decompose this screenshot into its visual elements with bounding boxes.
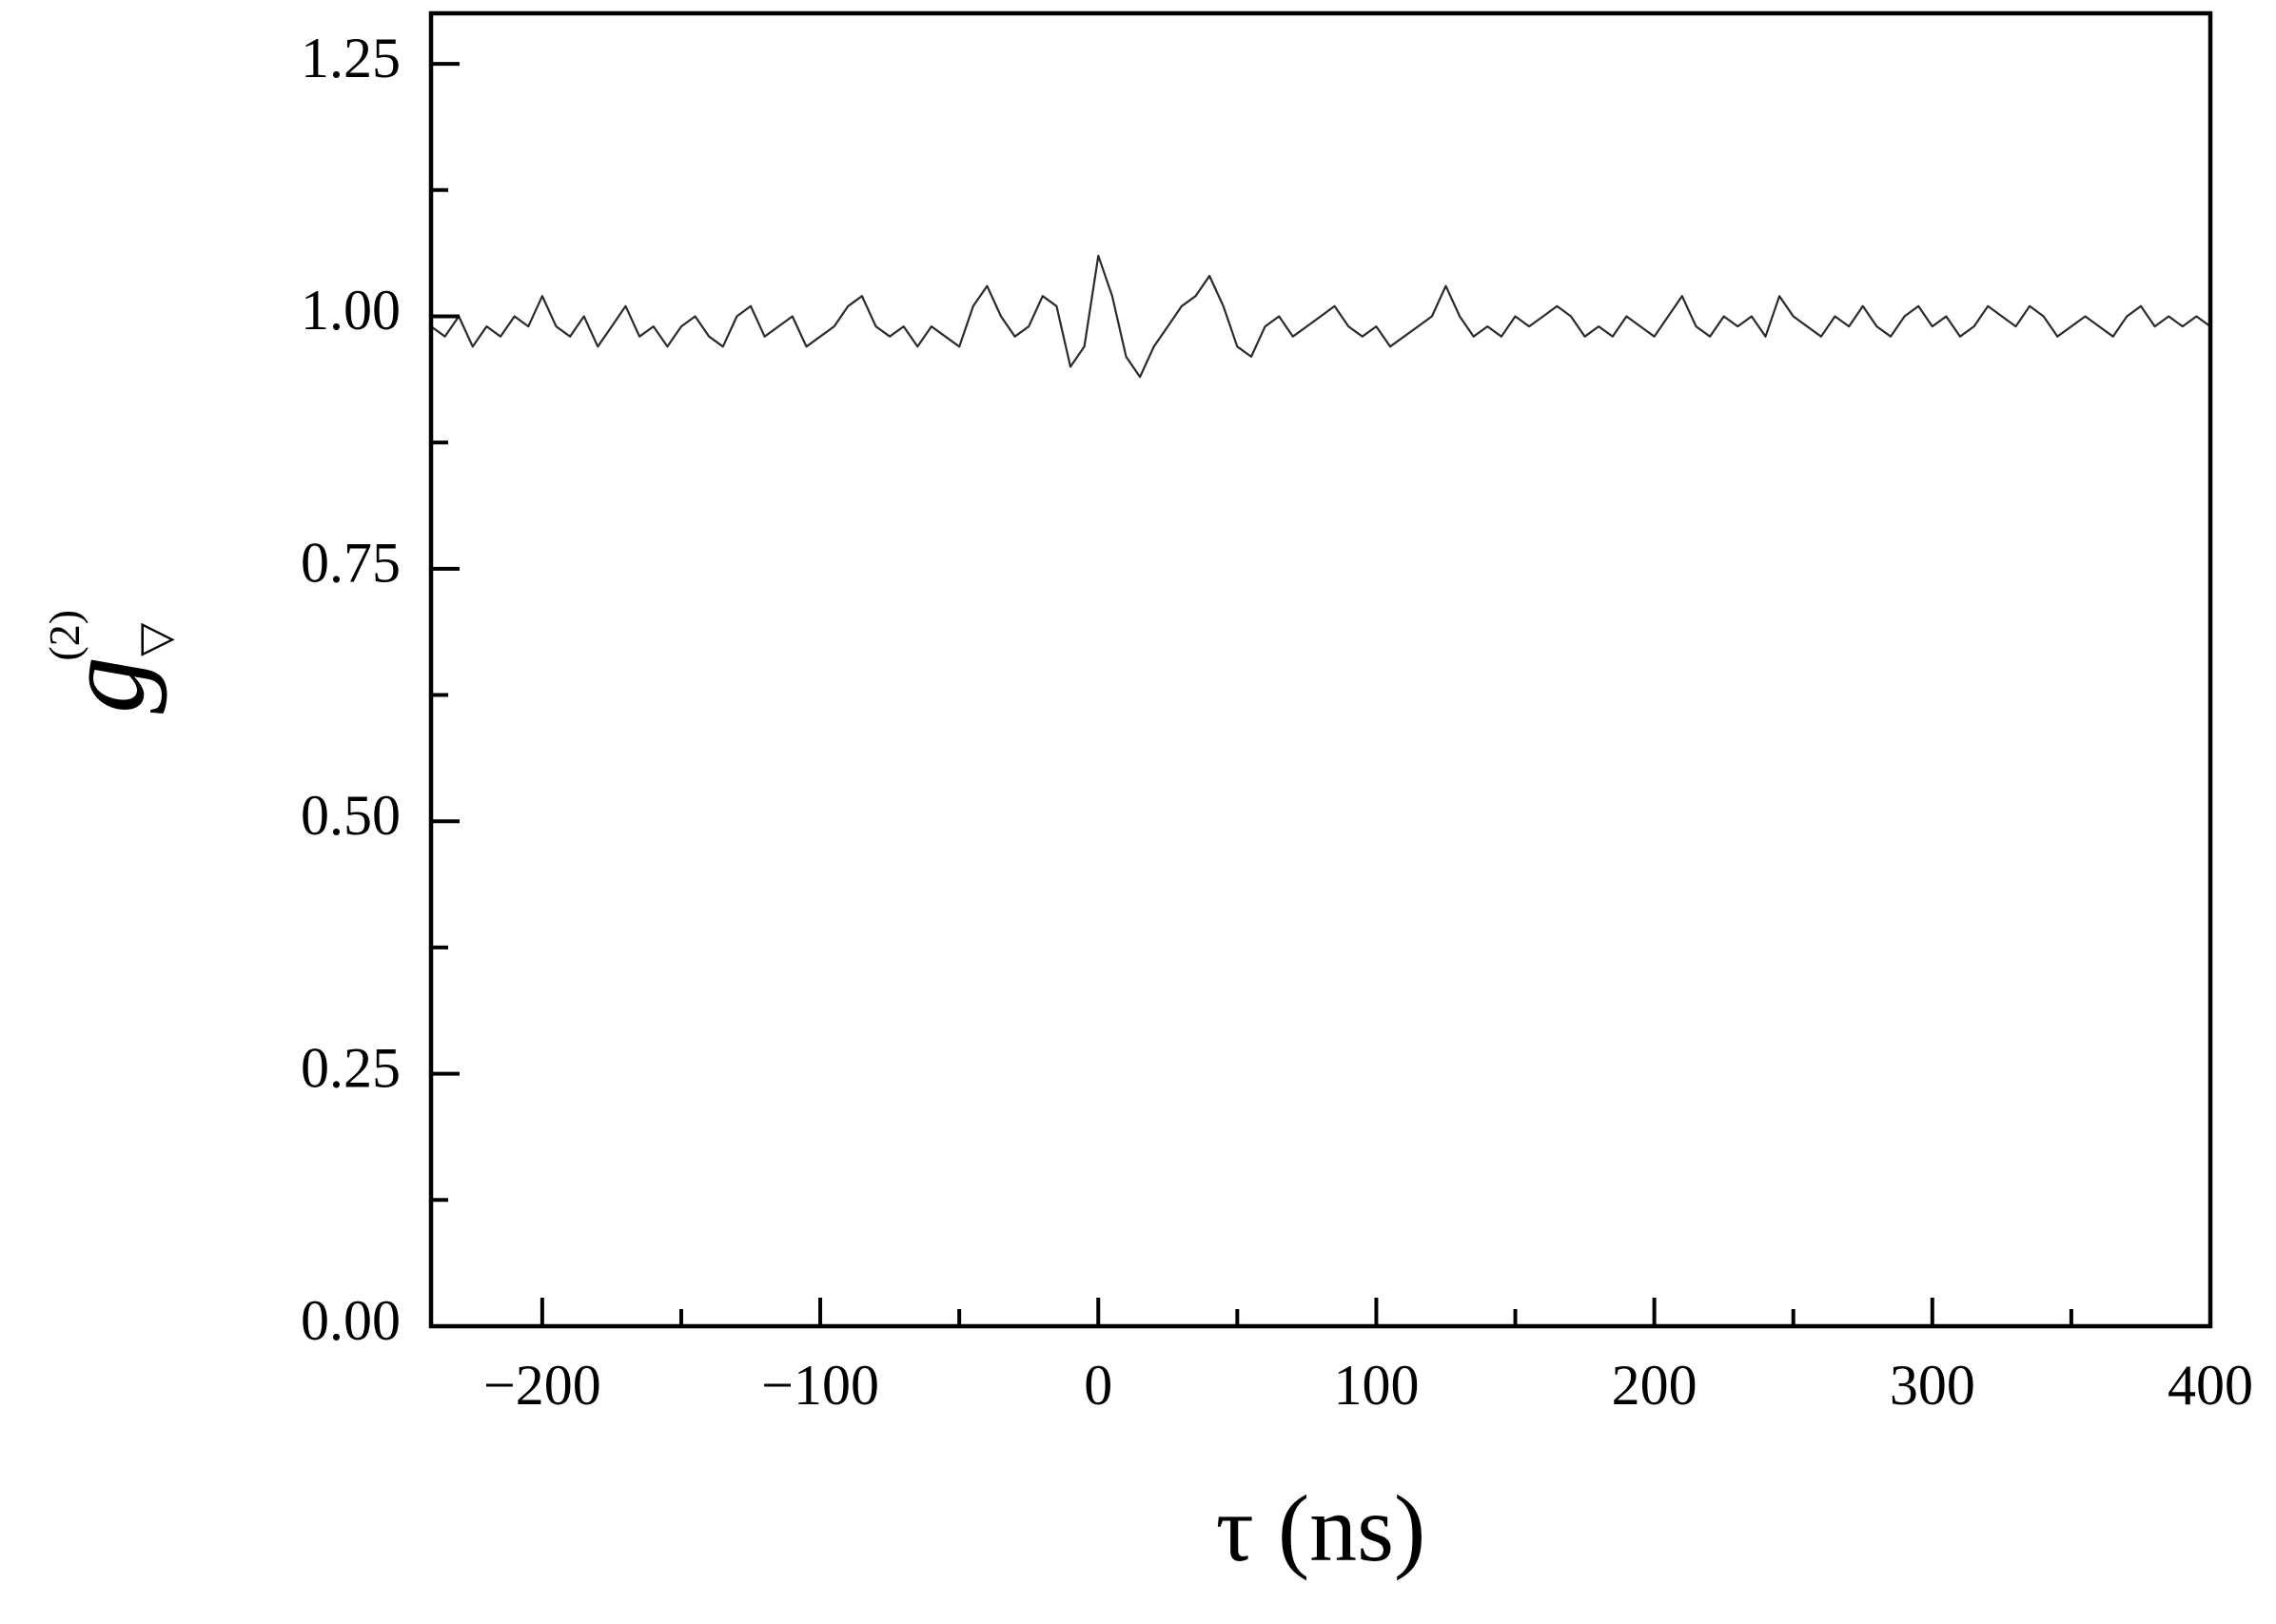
y-tick-label: 0.25 — [301, 1036, 401, 1099]
x-tick-label: −100 — [761, 1354, 879, 1417]
y-label-sub: ▽ — [130, 622, 179, 656]
y-label-sup: (2) — [40, 610, 88, 661]
y-tick-label: 0.00 — [301, 1289, 401, 1352]
x-tick-label: −200 — [483, 1354, 601, 1417]
x-tick-label: 200 — [1612, 1354, 1697, 1417]
data-line — [430, 254, 2211, 379]
y-label-main: g — [41, 656, 167, 714]
x-axis-label: τ (ns) — [1216, 1476, 1426, 1581]
plot-frame — [428, 10, 2213, 1329]
y-tick-label: 1.00 — [301, 279, 401, 342]
x-tick-label: 0 — [1084, 1354, 1112, 1417]
x-tick-label: 100 — [1333, 1354, 1419, 1417]
x-tick-label: 300 — [1890, 1354, 1975, 1417]
y-tick-label: 1.25 — [301, 27, 401, 89]
y-tick-label: 0.50 — [301, 784, 401, 847]
y-axis-label: g▽ (2) — [40, 610, 179, 714]
x-tick-label: 400 — [2168, 1354, 2253, 1417]
y-tick-label: 0.75 — [301, 532, 401, 595]
